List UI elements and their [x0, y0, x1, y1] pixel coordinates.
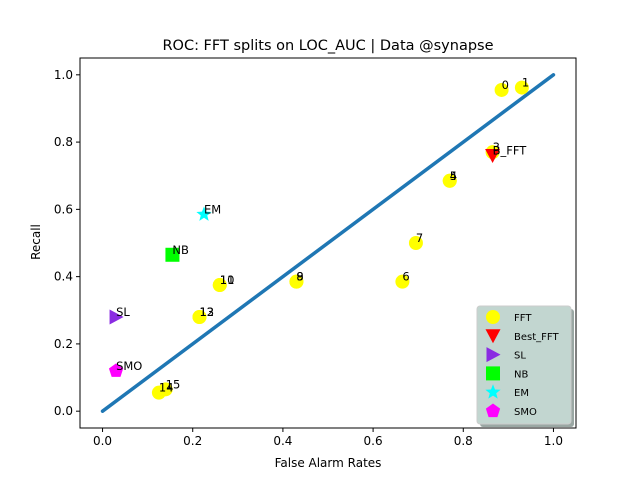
point-label: 11 [220, 273, 235, 287]
x-tick-label: 0.8 [454, 434, 473, 448]
point-label: 5 [450, 169, 457, 183]
data-point-fft [395, 274, 410, 289]
data-point-fft [212, 278, 227, 293]
point-label: B_FFT [493, 144, 528, 158]
point-label: NB [172, 243, 189, 257]
point-label: 1 [522, 76, 529, 90]
legend: FFT Best_FFT SL NB EM SMO [476, 305, 574, 427]
legend-marker-em [485, 384, 501, 399]
data-point-sl [109, 309, 124, 325]
chart-title: ROC: FFT splits on LOC_AUC | Data @synap… [162, 38, 493, 54]
y-tick-label: 1.0 [54, 68, 73, 82]
legend-marker-fft [486, 310, 500, 324]
point-label: 7 [416, 231, 423, 245]
legend-label: SMO [514, 407, 537, 418]
data-point-fft [514, 80, 529, 95]
point-label: SL [116, 305, 130, 319]
point-label: 10 [220, 273, 235, 287]
data-point-fft [408, 236, 423, 250]
legend-marker-best-fft [485, 329, 501, 344]
y-tick-label: 0.2 [54, 337, 73, 351]
data-point-nb [165, 247, 180, 262]
y-tick-label: 0.4 [54, 270, 73, 284]
legend-marker-smo [485, 403, 501, 418]
y-tick-label: 0.8 [54, 135, 73, 149]
point-label: 13 [199, 305, 214, 319]
y-tick-label: 0.0 [54, 404, 73, 418]
x-tick-label: 0.6 [364, 434, 383, 448]
point-label: 8 [296, 270, 303, 284]
data-point-fft [289, 274, 304, 289]
data-point-fft [192, 310, 207, 324]
data-point-em [196, 206, 212, 221]
legend-label: SL [514, 351, 526, 362]
legend-label: EM [514, 388, 529, 399]
point-label: 9 [296, 270, 303, 284]
x-tick-label: 0.2 [183, 434, 202, 448]
diagonal-line [100, 73, 556, 413]
x-tick-label: 1.0 [544, 434, 563, 448]
data-point-fft [494, 82, 509, 97]
point-label: SMO [116, 359, 142, 373]
y-axis-label: Recall [29, 224, 43, 260]
point-label: 4 [450, 169, 457, 183]
legend-label: NB [514, 369, 528, 380]
point-label: 14 [159, 381, 174, 395]
data-point-fft [158, 382, 173, 397]
point-label: EM [204, 202, 221, 216]
data-point-smo [108, 363, 124, 377]
x-tick-label: 0.4 [273, 434, 292, 448]
point-label: 0 [502, 78, 509, 92]
legend-label: FFT [514, 313, 532, 324]
data-point-fft [442, 173, 457, 188]
legend-label: Best_FFT [514, 332, 559, 343]
legend-marker-nb [486, 366, 500, 381]
legend-box [476, 305, 572, 425]
axes-frame [79, 57, 577, 429]
point-label: 3 [493, 140, 500, 154]
plot-area: 0.0 0.2 0.4 0.6 0.8 1.00.00.20.40.60.81.00 134… [54, 57, 577, 448]
point-label: 6 [402, 270, 409, 284]
x-axis-label: False Alarm Rates [275, 456, 382, 470]
data-point-best-fft [485, 149, 501, 164]
legend-marker-sl [486, 347, 501, 363]
point-label: 12 [199, 305, 214, 319]
x-tick-label: 0.0 [93, 434, 112, 448]
point-label: 15 [166, 377, 181, 391]
y-tick-label: 0.6 [54, 202, 73, 216]
